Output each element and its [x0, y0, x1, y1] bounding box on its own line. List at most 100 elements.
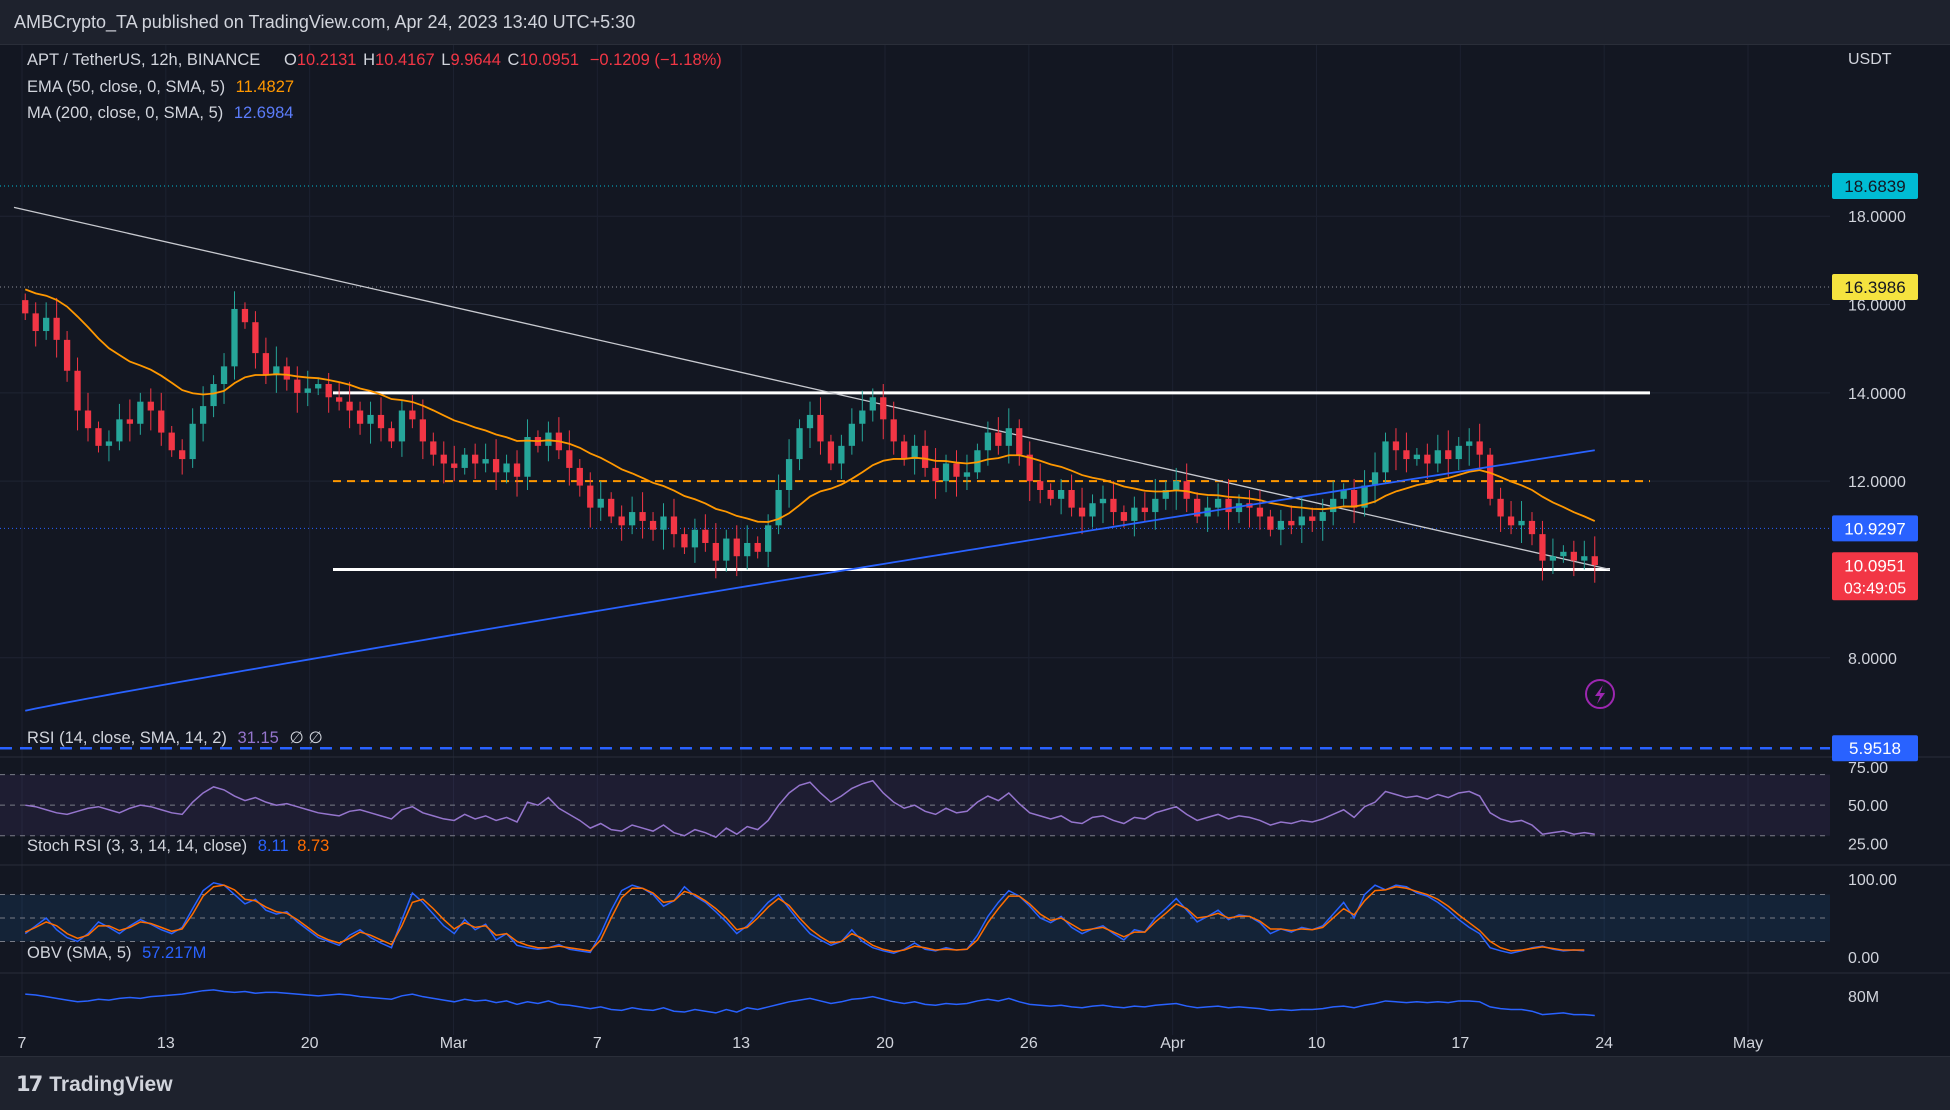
time-tick-label: 7 [18, 1035, 27, 1052]
price-tick-label: 16.0000 [1848, 298, 1906, 315]
price-tick-label: 12.0000 [1848, 474, 1906, 491]
candle-body [440, 454, 447, 464]
publisher-title: AMBCrypto_TA published on TradingView.co… [14, 12, 636, 32]
price-tick-label: 8.0000 [1848, 651, 1897, 668]
candle-body [1026, 454, 1033, 482]
candle-body [262, 353, 270, 376]
legend-ema: EMA (50, close, 0, SMA, 5) 11.4827 [27, 78, 294, 96]
candle-body [932, 467, 939, 482]
candle-body [84, 410, 92, 429]
candle-body [137, 401, 144, 424]
candle-body [576, 467, 583, 486]
candle-body [63, 339, 71, 371]
candle-body [796, 428, 803, 460]
candle-body [984, 432, 992, 451]
publisher-header: AMBCrypto_TA published on TradingView.co… [0, 0, 1950, 45]
candle-body [283, 366, 290, 380]
candle-body [712, 542, 719, 561]
candle-body [806, 414, 814, 429]
candle-body [754, 542, 761, 552]
footer-bar: 17 TradingView [0, 1056, 1950, 1110]
ma-line [25, 449, 1595, 712]
candle-body [22, 300, 29, 314]
candle-body [377, 414, 385, 429]
time-tick-label: 24 [1595, 1035, 1613, 1052]
candle-body [1591, 556, 1598, 566]
candle-body [1319, 512, 1326, 521]
candle-body [503, 463, 510, 473]
candle-body [241, 308, 249, 323]
candle-body [921, 445, 929, 468]
candle-body [1099, 498, 1107, 504]
stoch-k-line [24, 882, 1585, 954]
candle-body [1486, 454, 1494, 499]
candle-body [231, 308, 238, 367]
candle-body [1392, 441, 1400, 451]
candle-body [1424, 454, 1431, 464]
candle-body [1214, 498, 1222, 508]
candle-body [32, 313, 39, 332]
candle-body [304, 388, 311, 393]
price-label-text: 5.9518 [1849, 739, 1901, 758]
candle-body [681, 534, 688, 548]
legend-symbol: APT / TetherUS, 12h, BINANCE [27, 51, 260, 69]
candle-body [1549, 556, 1557, 561]
time-tick-label: 10 [1308, 1035, 1326, 1052]
candle-body [1131, 507, 1138, 521]
price-label-text: 16.3986 [1844, 278, 1905, 297]
candle-body [210, 384, 217, 407]
candle-body [461, 454, 468, 468]
candle-body [775, 489, 782, 526]
candle-body [1183, 481, 1190, 499]
candle-body [785, 459, 793, 490]
tradingview-logo[interactable]: 17 TradingView [16, 1072, 173, 1096]
candle-body [1350, 489, 1358, 508]
candle-body [1371, 472, 1379, 486]
price-tick-label: 14.0000 [1848, 386, 1906, 403]
candle-body [733, 538, 740, 557]
candle-body [199, 406, 207, 424]
candle-body [995, 432, 1002, 446]
chart-area[interactable]: 18.0000 16.0000 14.0000 12.0000 8.0000 7 13 20 M… [0, 45, 1950, 1055]
candle-body [74, 370, 81, 411]
candle-body [1162, 489, 1169, 499]
candle-body [451, 463, 458, 468]
candle-body [1110, 498, 1117, 513]
candle-body [315, 384, 322, 389]
candle-body [827, 441, 835, 464]
rsi-tick-label: 25.00 [1848, 836, 1888, 853]
candle-body [566, 450, 573, 468]
candle-body [1047, 489, 1054, 499]
price-label-box [1832, 735, 1918, 762]
candle-body [974, 450, 981, 473]
time-tick-label: 26 [1020, 1035, 1038, 1052]
candle-body [273, 366, 280, 376]
candle-body [492, 459, 500, 473]
currency-label: USDT [1848, 51, 1892, 68]
candle-body [472, 454, 479, 464]
candle-body [890, 419, 897, 442]
price-label-text: 10.0951 [1844, 556, 1905, 575]
price-label-box [1832, 552, 1918, 601]
legend-obv: OBV (SMA, 5) 57.217M [27, 944, 206, 962]
candle-body [252, 322, 259, 354]
candle-body [1288, 520, 1295, 526]
candle-body [1476, 441, 1483, 455]
candle-body [597, 498, 604, 508]
candle-body [765, 525, 772, 552]
candle-body [1518, 520, 1525, 526]
chart-svg[interactable]: 18.0000 16.0000 14.0000 12.0000 8.0000 7 13 20 M… [0, 45, 1950, 1055]
candle-body [1539, 534, 1546, 561]
candle-body [1330, 498, 1337, 513]
candle-body [126, 419, 134, 424]
lightning-icon[interactable] [1585, 679, 1615, 709]
candle-body [702, 529, 709, 543]
indicator-lines [24, 288, 1596, 712]
candle-body [409, 410, 416, 420]
legend-rsi: RSI (14, close, SMA, 14, 2) 31.15 ∅ ∅ [27, 729, 323, 747]
candle-body [618, 516, 625, 526]
candle-body [869, 397, 876, 411]
trendline [13, 206, 1611, 571]
candle-body [1225, 498, 1232, 513]
candle-body [670, 516, 678, 535]
